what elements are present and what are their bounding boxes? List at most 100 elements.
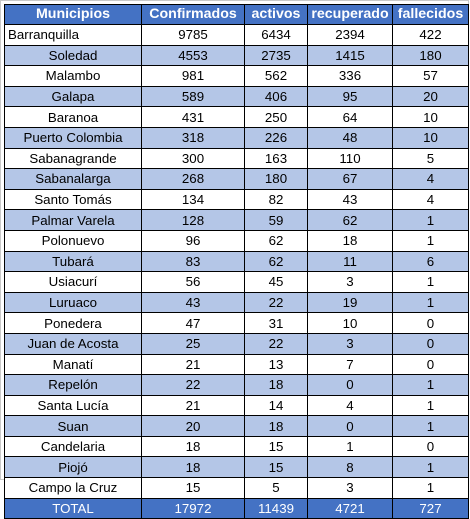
table-row: Polonuevo 96 62 18 1 bbox=[4, 229, 469, 252]
cell-fallecidos: 57 bbox=[392, 65, 469, 87]
cell-confirmados: 96 bbox=[141, 229, 245, 252]
cell-recuperado: 1 bbox=[307, 435, 393, 458]
cell-activos: 163 bbox=[244, 147, 308, 170]
cell-fallecidos: 1 bbox=[392, 271, 469, 293]
covid-municipios-table: Municipios Confirmados activos recuperad… bbox=[4, 4, 469, 519]
table-row: Manatí 21 13 7 0 bbox=[4, 353, 469, 376]
cell-municipio: Barranquilla bbox=[4, 24, 142, 46]
cell-activos: 18 bbox=[244, 374, 308, 396]
cell-activos: 59 bbox=[244, 209, 308, 231]
cell-fallecidos: 1 bbox=[392, 394, 469, 417]
header-activos: activos bbox=[244, 4, 308, 25]
cell-activos: 15 bbox=[244, 435, 308, 458]
table-row: Tubará 83 62 11 6 bbox=[4, 250, 469, 273]
cell-activos: 14 bbox=[244, 394, 308, 417]
header-fallecidos: fallecidos bbox=[392, 4, 469, 25]
table-row: Juan de Acosta 25 22 3 0 bbox=[4, 332, 469, 355]
cell-municipio: Sabanalarga bbox=[4, 168, 142, 190]
cell-fallecidos: 4 bbox=[392, 168, 469, 190]
cell-confirmados: 4553 bbox=[141, 44, 245, 67]
table-row: Malambo 981 562 336 57 bbox=[4, 65, 469, 87]
cell-municipio: Candelaria bbox=[4, 435, 142, 458]
cell-recuperado: 18 bbox=[307, 229, 393, 252]
cell-municipio: Polonuevo bbox=[4, 229, 142, 252]
cell-recuperado: 3 bbox=[307, 332, 393, 355]
cell-municipio: Luruaco bbox=[4, 291, 142, 314]
cell-activos: 22 bbox=[244, 332, 308, 355]
cell-recuperado: 19 bbox=[307, 291, 393, 314]
table-row: Suan 20 18 0 1 bbox=[4, 415, 469, 437]
cell-activos: 562 bbox=[244, 65, 308, 87]
cell-activos: 18 bbox=[244, 415, 308, 437]
cell-activos: 6434 bbox=[244, 24, 308, 46]
cell-recuperado: 10 bbox=[307, 312, 393, 334]
total-label: TOTAL bbox=[4, 497, 142, 519]
cell-recuperado: 62 bbox=[307, 209, 393, 231]
cell-recuperado: 95 bbox=[307, 85, 393, 108]
cell-recuperado: 43 bbox=[307, 188, 393, 211]
header-recuperado: recuperado bbox=[307, 4, 393, 25]
table-row: Barranquilla 9785 6434 2394 422 bbox=[4, 24, 469, 46]
table-row: Piojó 18 15 8 1 bbox=[4, 456, 469, 479]
cell-municipio: Ponedera bbox=[4, 312, 142, 334]
cell-municipio: Puerto Colombia bbox=[4, 126, 142, 149]
cell-fallecidos: 0 bbox=[392, 312, 469, 334]
table-row: Sabanalarga 268 180 67 4 bbox=[4, 168, 469, 190]
cell-fallecidos: 0 bbox=[392, 435, 469, 458]
table-row: Repelón 22 18 0 1 bbox=[4, 374, 469, 396]
cell-activos: 226 bbox=[244, 126, 308, 149]
table-row: Baranoa 431 250 64 10 bbox=[4, 106, 469, 128]
table-row: Candelaria 18 15 1 0 bbox=[4, 435, 469, 458]
header-row: Municipios Confirmados activos recuperad… bbox=[4, 4, 469, 25]
cell-recuperado: 3 bbox=[307, 271, 393, 293]
cell-recuperado: 48 bbox=[307, 126, 393, 149]
cell-municipio: Malambo bbox=[4, 65, 142, 87]
cell-recuperado: 8 bbox=[307, 456, 393, 479]
header-municipios: Municipios bbox=[4, 4, 142, 25]
cell-municipio: Suan bbox=[4, 415, 142, 437]
total-fallecidos: 727 bbox=[392, 497, 469, 519]
total-confirmados: 17972 bbox=[141, 497, 245, 519]
cell-municipio: Usiacurí bbox=[4, 271, 142, 293]
cell-activos: 82 bbox=[244, 188, 308, 211]
total-activos: 11439 bbox=[244, 497, 308, 519]
cell-recuperado: 7 bbox=[307, 353, 393, 376]
cell-activos: 2735 bbox=[244, 44, 308, 67]
cell-confirmados: 589 bbox=[141, 85, 245, 108]
cell-fallecidos: 1 bbox=[392, 209, 469, 231]
total-recuperado: 4721 bbox=[307, 497, 393, 519]
cell-recuperado: 64 bbox=[307, 106, 393, 128]
cell-confirmados: 300 bbox=[141, 147, 245, 170]
cell-confirmados: 22 bbox=[141, 374, 245, 396]
cell-recuperado: 4 bbox=[307, 394, 393, 417]
cell-fallecidos: 5 bbox=[392, 147, 469, 170]
table-row: Sabanagrande 300 163 110 5 bbox=[4, 147, 469, 170]
table-row: Puerto Colombia 318 226 48 10 bbox=[4, 126, 469, 149]
cell-fallecidos: 422 bbox=[392, 24, 469, 46]
cell-recuperado: 110 bbox=[307, 147, 393, 170]
cell-recuperado: 11 bbox=[307, 250, 393, 273]
cell-confirmados: 25 bbox=[141, 332, 245, 355]
cell-fallecidos: 6 bbox=[392, 250, 469, 273]
cell-confirmados: 268 bbox=[141, 168, 245, 190]
table-row: Usiacurí 56 45 3 1 bbox=[4, 271, 469, 293]
cell-municipio: Palmar Varela bbox=[4, 209, 142, 231]
header-confirmados: Confirmados bbox=[141, 4, 245, 25]
table-body: Barranquilla 9785 6434 2394 422 Soledad 4553 27… bbox=[4, 24, 469, 499]
cell-confirmados: 56 bbox=[141, 271, 245, 293]
cell-municipio: Repelón bbox=[4, 374, 142, 396]
cell-municipio: Tubará bbox=[4, 250, 142, 273]
table-header: Municipios Confirmados activos recuperad… bbox=[4, 4, 469, 25]
cell-activos: 250 bbox=[244, 106, 308, 128]
cell-municipio: Soledad bbox=[4, 44, 142, 67]
table-row: Galapa 589 406 95 20 bbox=[4, 85, 469, 108]
cell-municipio: Baranoa bbox=[4, 106, 142, 128]
table-row: Ponedera 47 31 10 0 bbox=[4, 312, 469, 334]
cell-confirmados: 128 bbox=[141, 209, 245, 231]
cell-municipio: Santa Lucía bbox=[4, 394, 142, 417]
total-row: TOTAL 17972 11439 4721 727 bbox=[4, 497, 469, 519]
cell-confirmados: 981 bbox=[141, 65, 245, 87]
cell-recuperado: 336 bbox=[307, 65, 393, 87]
cell-confirmados: 20 bbox=[141, 415, 245, 437]
